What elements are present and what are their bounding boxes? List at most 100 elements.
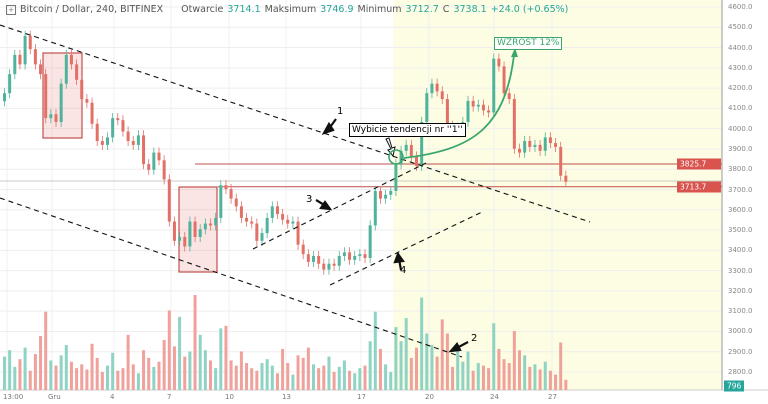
volume-bar [162, 339, 166, 390]
level-price-label-upper: 3825.7 [677, 158, 721, 170]
volume-bar [167, 310, 171, 390]
candle [394, 164, 398, 191]
volume-bar [451, 366, 455, 390]
trendline-upper-channel[interactable] [0, 24, 591, 223]
candle [378, 190, 382, 199]
time-tick-label: 13 [282, 393, 291, 401]
time-tick-label: 24 [490, 393, 499, 401]
price-tick-label: 4600.0 [728, 3, 753, 11]
volume-bar [142, 350, 146, 390]
candle [111, 118, 115, 138]
annotation-3: 3 [306, 194, 313, 205]
candle [80, 79, 84, 100]
volume-bar [54, 365, 58, 390]
breakout-annotation: Wybicie tendencji nr ''1'' [349, 123, 466, 137]
price-tick-label: 3900.0 [728, 144, 753, 153]
trendline-lower-channel[interactable] [0, 197, 463, 358]
volume-bar [209, 360, 212, 390]
expand-icon[interactable]: + [6, 4, 16, 15]
volume-bar [126, 334, 130, 390]
trendlines [0, 24, 591, 358]
candle [13, 54, 17, 75]
candle [528, 141, 532, 147]
price-tick-label: 4500.0 [728, 23, 753, 32]
candle [265, 217, 269, 234]
candle [384, 194, 388, 199]
volume-bar [33, 354, 37, 390]
candle [543, 137, 547, 151]
symbol-title: Bitcoin / Dollar, 240, BITFINEX [20, 4, 164, 15]
price-tick-label: 3800.0 [728, 165, 753, 174]
low-value: 3712.7 [405, 4, 439, 15]
volume-bar [28, 370, 32, 390]
candle [147, 164, 151, 170]
trendline-support-4[interactable] [329, 211, 483, 286]
candles [3, 30, 568, 275]
volume-bar [75, 368, 79, 390]
candle [106, 137, 109, 145]
time-tick-label: 20 [425, 393, 434, 401]
time-tick-label: 7 [167, 393, 172, 401]
volume-bar [492, 323, 496, 390]
candle [18, 54, 22, 65]
volume-bar [466, 351, 470, 390]
candle [8, 74, 12, 94]
candle [435, 83, 439, 92]
volume-bar [80, 364, 84, 390]
candle [322, 263, 326, 270]
candle [492, 58, 496, 113]
candle [54, 114, 58, 122]
price-tick-label: 3400.0 [728, 246, 753, 255]
candle [358, 254, 362, 257]
candle [116, 118, 120, 121]
arrow-4-head [393, 251, 405, 264]
volume-bar [481, 365, 485, 390]
time-tick-label: 10 [225, 393, 234, 401]
volume-bar [95, 357, 99, 390]
volume-bar [239, 351, 243, 390]
volume-bar [425, 333, 429, 390]
volume-bar [368, 341, 372, 390]
volume-bar [564, 379, 568, 390]
volume-bar [275, 373, 279, 390]
growth-annotation: WZROST 12% [494, 37, 563, 50]
candle [136, 135, 140, 145]
candle [420, 121, 424, 166]
candle [250, 221, 254, 224]
volume-bar [487, 368, 491, 390]
candle [317, 256, 321, 264]
volume-bar [554, 374, 558, 390]
candle [507, 93, 511, 100]
volume-bar [250, 368, 254, 390]
volume-bar [178, 316, 182, 390]
candle [69, 54, 73, 65]
candle [3, 93, 6, 102]
candle [301, 244, 305, 255]
volume-bar [49, 360, 53, 390]
arrow-3-head [319, 200, 333, 211]
volume-bar [147, 357, 151, 390]
price-tick-label: 4000.0 [728, 124, 753, 133]
volume-bar [106, 365, 109, 390]
candle [59, 83, 63, 122]
annotation-1: 1 [337, 106, 344, 117]
annotation-2: 2 [471, 333, 478, 344]
volume-bar [471, 370, 475, 390]
growth-arrow-head [511, 48, 518, 57]
candle [286, 219, 290, 224]
candle [373, 190, 377, 226]
volume-bar [404, 318, 408, 390]
volume-bar [131, 364, 135, 390]
volume-bar [219, 328, 223, 390]
candle [126, 131, 130, 142]
time-tick-label: 13:00 [3, 393, 24, 401]
volume-bar [409, 357, 413, 390]
candle [209, 223, 212, 226]
candle [39, 64, 43, 75]
candle [224, 185, 228, 190]
candle [554, 143, 558, 147]
price-tick-label: 4300.0 [728, 63, 753, 72]
price-tick-label: 3100.0 [728, 307, 753, 316]
growth-curve [403, 54, 515, 159]
